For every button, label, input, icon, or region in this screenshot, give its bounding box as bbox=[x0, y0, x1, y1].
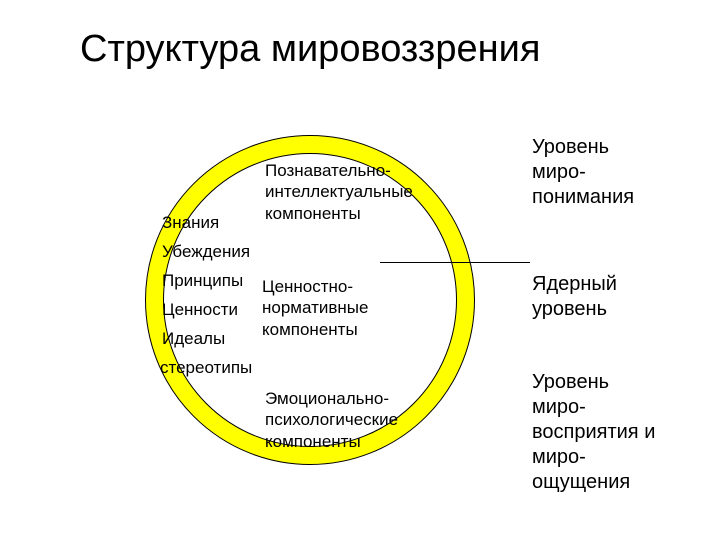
level-divider-line bbox=[380, 262, 530, 263]
right-item: Уровень миро- восприятия и миро- ощущени… bbox=[532, 370, 655, 495]
center-item: Эмоционально- психологические компоненты bbox=[265, 388, 398, 452]
right-item: Ядерный уровень bbox=[532, 272, 617, 322]
center-item: Ценностно- нормативные компоненты bbox=[262, 276, 368, 340]
slide-title: Структура мировоззрения bbox=[80, 28, 540, 71]
left-item: Ценности bbox=[162, 299, 238, 320]
left-item: Идеалы bbox=[162, 328, 225, 349]
right-item: Уровень миро- понимания bbox=[532, 135, 634, 210]
left-item: стереотипы bbox=[160, 357, 252, 378]
left-item: Знания bbox=[162, 212, 219, 233]
center-item: Познавательно- интеллектуальные компонен… bbox=[265, 160, 413, 224]
left-item: Принципы bbox=[162, 270, 243, 291]
slide: Структура мировоззрения Знания Убеждения… bbox=[0, 0, 720, 540]
left-item: Убеждения bbox=[162, 241, 250, 262]
